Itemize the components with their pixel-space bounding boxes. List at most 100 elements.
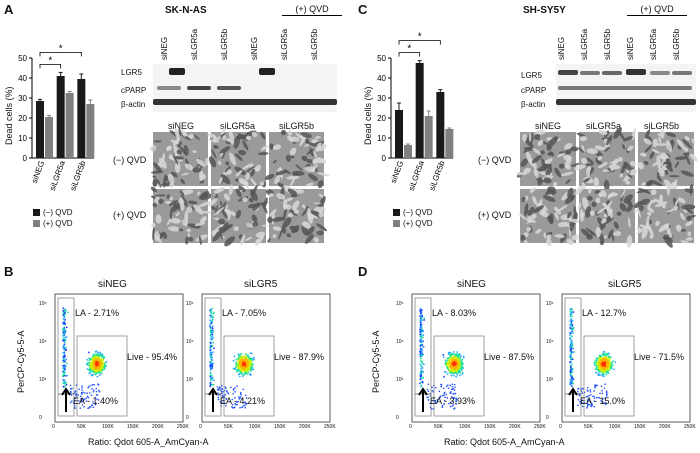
flow-y-tick: 10³ — [396, 377, 404, 383]
gate-la-label: LA - 7.05% — [222, 308, 267, 318]
micrograph-image — [149, 127, 209, 188]
flow-x-tick: 100K — [102, 424, 114, 430]
micro-col-label: siNEG — [535, 121, 562, 131]
flow-y-tick: 10⁵ — [546, 301, 554, 307]
flow-scatter — [201, 293, 331, 423]
blot-lane-label: siLGR5a — [649, 28, 658, 60]
micro-col-label: siLGR5a — [586, 121, 622, 131]
blot-row-label: LGR5 — [521, 71, 542, 80]
bar — [424, 116, 433, 158]
gate-ea-label: EA - 4.21% — [220, 396, 266, 406]
y-tick-label: 40 — [18, 74, 27, 83]
significance-star: * — [59, 43, 63, 54]
blot-lane-label: siNEG — [557, 36, 566, 60]
flow-x-tick: 50K — [77, 424, 86, 430]
y-tick-label: 30 — [18, 94, 27, 103]
flow-scatter — [561, 293, 691, 423]
blot-lane-label: siLGR5a — [190, 28, 199, 60]
flow-x-tick: 250K — [324, 424, 336, 430]
significance-bracket — [39, 52, 82, 57]
gate-live — [433, 335, 485, 417]
micrograph-image — [516, 129, 581, 187]
flow-y-tick: 10⁴ — [39, 339, 47, 345]
significance-star: * — [407, 44, 411, 55]
blot-lane-label: siLGR5a — [280, 28, 289, 60]
flow-y-tick: 10⁵ — [39, 301, 47, 307]
bar — [415, 63, 424, 158]
gate-live — [223, 335, 275, 417]
blot-row-label: β-actin — [121, 100, 146, 109]
flow-y-tick: 10⁵ — [396, 301, 404, 307]
significance-star: * — [418, 32, 422, 43]
micrograph-image — [518, 186, 583, 246]
legend-swatch — [393, 209, 400, 217]
bar — [77, 79, 86, 158]
significance-bracket — [398, 52, 421, 57]
legend-c-2: (+) QVD — [393, 219, 433, 228]
blot-lane-label: siLGR5b — [220, 28, 229, 60]
y-tick-label: 50 — [377, 54, 386, 63]
panel-letter-c: C — [358, 2, 368, 17]
flow-x-tick: 200K — [299, 424, 311, 430]
legend-swatch — [393, 220, 400, 228]
plot-frame — [561, 293, 691, 423]
blot-lane-label: siNEG — [250, 36, 259, 60]
flow-y-tick: 10³ — [546, 377, 554, 383]
flow-x-tick: 100K — [609, 424, 621, 430]
y-tick-label: 30 — [377, 94, 386, 103]
flow-x-tick: 200K — [659, 424, 671, 430]
y-tick-label: 50 — [18, 54, 27, 63]
flow-title: siLGR5 — [608, 279, 642, 290]
ea-arrow — [418, 387, 428, 412]
legend-swatch — [33, 209, 40, 217]
plot-frame — [54, 293, 184, 423]
blot-row-label: β-actin — [521, 100, 546, 109]
gate-la-label: LA - 8.03% — [432, 308, 477, 318]
x-tick-label: siNEG — [30, 160, 46, 185]
significance-bracket — [39, 64, 62, 69]
flow-plot-d-silgr5: LA - 12.7% Live - 71.5% EA - 15.0% 0 10³ 10⁴ 1… — [546, 293, 696, 430]
x-tick-label: siLGR5b — [68, 159, 87, 192]
micrograph-image — [264, 129, 330, 190]
gate-live-label: Live - 87.9% — [274, 352, 325, 362]
gate-ea-label: EA - 1.40% — [73, 396, 119, 406]
micro-col-label: siLGR5a — [220, 121, 256, 131]
gate-ea-label: EA - 3.93% — [430, 396, 476, 406]
flow-x-tick: 200K — [509, 424, 521, 430]
micro-col-label: siNEG — [168, 121, 195, 131]
flow-scatter — [54, 293, 184, 423]
flow-x-tick: 100K — [249, 424, 261, 430]
flow-x-tick: 150K — [634, 424, 646, 430]
y-tick-label: 40 — [377, 74, 386, 83]
flow-scatter — [411, 293, 541, 423]
gate-live-label: Live - 87.5% — [484, 352, 535, 362]
flow-y-tick: 10³ — [186, 377, 194, 383]
micrograph-image — [208, 184, 269, 247]
flow-y-tick: 10⁴ — [396, 339, 404, 345]
micro-row-label: (+) QVD — [478, 210, 512, 220]
bar — [395, 110, 403, 158]
flow-x-tick: 100K — [459, 424, 471, 430]
flow-plot-b-sineg: LA - 2.71% Live - 95.4% EA - 1.40% 0 10³ 10⁴ 1… — [39, 293, 189, 430]
ylabel-d: PerCP-Cy5-5-A — [371, 330, 381, 393]
gate-live — [583, 335, 635, 417]
gate-la-label: LA - 12.7% — [582, 308, 627, 318]
flow-y-tick: 10³ — [39, 377, 47, 383]
legend-c-1: (−) QVD — [393, 208, 433, 217]
flow-title: siNEG — [98, 279, 127, 290]
micrograph-image — [574, 127, 637, 192]
legend-a-1: (−) QVD — [33, 208, 73, 217]
flow-x-tick: 250K — [684, 424, 696, 430]
micrograph-image — [636, 129, 698, 191]
micrograph-image — [207, 127, 269, 189]
bar-chart-a: 0 10 20 30 40 50 siNEG siLGR5a siLGR5b * * — [18, 43, 95, 192]
x-tick-label: siLGR5a — [48, 159, 67, 192]
legend-a-2: (+) QVD — [33, 219, 73, 228]
gate-live — [76, 335, 128, 417]
western-blot-c — [556, 64, 696, 112]
blot-row-label: cPARP — [121, 86, 147, 95]
gate-live-label: Live - 71.5% — [634, 352, 685, 362]
xlabel-b: Ratio: Qdot 605-A_AmCyan-A — [88, 437, 209, 447]
bar — [36, 101, 44, 158]
bar — [86, 104, 95, 158]
